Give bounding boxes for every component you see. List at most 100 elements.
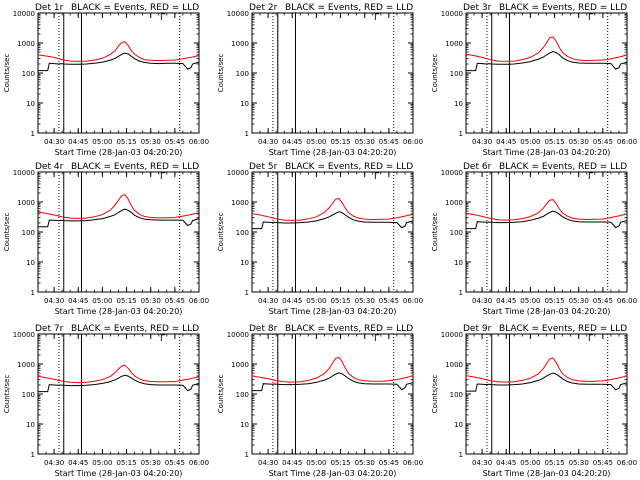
- panel-title-header: BLACK = Events, RED = LLD: [71, 162, 199, 172]
- x-tick-label: 06:00: [403, 297, 423, 305]
- x-tick-label: 05:45: [379, 297, 399, 305]
- y-tick-label: 10000: [13, 169, 35, 177]
- panel-title-label: Det 2r: [249, 3, 278, 13]
- y-axis-label: Counts/sec: [217, 375, 225, 414]
- x-tick-label: 06:00: [617, 459, 637, 467]
- series-line-lld: [465, 357, 628, 383]
- y-tick-label: 1: [245, 451, 249, 459]
- x-tick-label: 04:45: [68, 297, 88, 305]
- panel-title-label: Det 5r: [249, 162, 278, 172]
- series-line-events: [252, 211, 414, 230]
- x-tick-label: 04:30: [258, 297, 278, 305]
- y-tick-label: 10000: [441, 10, 463, 18]
- panel-title-label: Det 4r: [35, 162, 64, 172]
- x-tick-label: 05:45: [165, 459, 185, 467]
- y-tick-label: 1: [459, 130, 463, 138]
- y-tick-label: 100: [450, 70, 463, 78]
- y-axis-label: Counts/sec: [3, 213, 11, 252]
- corner-glyph: Γ: [160, 13, 165, 23]
- panel-det-8r: Det 8r BLACK = Events, RED = LLD Counts/se…: [217, 324, 423, 478]
- y-tick-label: 1: [31, 130, 35, 138]
- panel-det-4r: Det 4r BLACK = Events, RED = LLD Counts/se…: [3, 162, 209, 316]
- panel-det-5r: Det 5r BLACK = Events, RED = LLD Counts/se…: [217, 162, 423, 316]
- panel-det-9r: Det 9r BLACK = Events, RED = LLD Counts/se…: [431, 324, 637, 478]
- y-tick-label: 10000: [227, 331, 249, 339]
- x-tick-label: 04:30: [258, 459, 278, 467]
- x-tick-label: 05:30: [355, 138, 375, 146]
- y-tick-label: 10: [454, 421, 463, 429]
- y-tick-label: 1000: [231, 40, 249, 48]
- y-tick-label: 1000: [17, 361, 35, 369]
- x-axis-label: Start Time (28-Jan-03 04:20:20): [269, 148, 397, 157]
- x-tick-label: 05:30: [141, 297, 161, 305]
- corner-glyph: Γ: [374, 13, 379, 23]
- y-tick-label: 10000: [227, 10, 249, 18]
- panel-title-label: Det 6r: [463, 162, 492, 172]
- y-axis-label: Counts/sec: [217, 54, 225, 93]
- x-tick-label: 05:30: [141, 459, 161, 467]
- y-tick-label: 1: [245, 289, 249, 297]
- y-axis-label: Counts/sec: [3, 54, 11, 93]
- y-tick-label: 10: [454, 259, 463, 267]
- panel-det-1r: Det 1r BLACK = Events, RED = LLD Counts/se…: [3, 3, 209, 157]
- corner-glyph: Γ: [374, 334, 379, 344]
- x-tick-label: 04:30: [258, 138, 278, 146]
- x-tick-label: 05:15: [330, 138, 350, 146]
- x-tick-label: 05:45: [379, 138, 399, 146]
- x-tick-label: 05:30: [141, 138, 161, 146]
- x-tick-label: 05:00: [92, 138, 112, 146]
- y-tick-label: 10: [240, 100, 249, 108]
- y-tick-label: 10000: [441, 331, 463, 339]
- x-tick-label: 04:45: [68, 459, 88, 467]
- y-tick-label: 10000: [13, 331, 35, 339]
- x-tick-label: 05:00: [306, 459, 326, 467]
- y-tick-label: 1: [31, 289, 35, 297]
- series-line-events: [38, 374, 200, 393]
- panel-det-3r: Det 3r BLACK = Events, RED = LLD Counts/se…: [431, 3, 637, 157]
- x-tick-label: 05:30: [569, 297, 589, 305]
- x-tick-label: 04:30: [44, 297, 64, 305]
- y-tick-label: 1000: [17, 199, 35, 207]
- corner-glyph: Γ: [160, 172, 165, 182]
- y-axis-label: Counts/sec: [431, 213, 439, 252]
- series-line-lld: [251, 356, 414, 383]
- panel-title-label: Det 9r: [463, 324, 492, 334]
- x-tick-label: 05:15: [544, 297, 564, 305]
- x-tick-label: 04:30: [44, 138, 64, 146]
- y-tick-label: 10000: [227, 169, 249, 177]
- y-tick-label: 1: [459, 451, 463, 459]
- x-axis-label: Start Time (28-Jan-03 04:20:20): [483, 148, 611, 157]
- x-tick-label: 05:00: [92, 459, 112, 467]
- x-tick-label: 05:45: [593, 138, 613, 146]
- x-tick-label: 04:45: [68, 138, 88, 146]
- y-tick-label: 100: [450, 229, 463, 237]
- series-line-events: [466, 50, 628, 72]
- panel-title-header: BLACK = Events, RED = LLD: [71, 324, 199, 334]
- x-axis-label: Start Time (28-Jan-03 04:20:20): [483, 469, 611, 478]
- corner-glyph: Γ: [588, 334, 593, 344]
- panel-title-header: BLACK = Events, RED = LLD: [499, 3, 627, 13]
- x-tick-label: 05:15: [544, 138, 564, 146]
- x-tick-label: 05:00: [520, 297, 540, 305]
- y-tick-label: 10: [240, 259, 249, 267]
- x-tick-label: 05:30: [355, 459, 375, 467]
- y-tick-label: 10: [26, 259, 35, 267]
- panel-det-2r: Det 2r BLACK = Events, RED = LLD Counts/se…: [217, 3, 423, 157]
- y-tick-label: 100: [450, 391, 463, 399]
- corner-glyph: Γ: [160, 334, 165, 344]
- y-tick-label: 1: [245, 130, 249, 138]
- y-axis-label: Counts/sec: [3, 375, 11, 414]
- corner-glyph: Γ: [588, 172, 593, 182]
- series-line-lld: [37, 364, 200, 384]
- y-tick-label: 100: [22, 229, 35, 237]
- x-axis-label: Start Time (28-Jan-03 04:20:20): [483, 307, 611, 316]
- x-tick-label: 05:15: [116, 459, 136, 467]
- y-tick-label: 10000: [13, 10, 35, 18]
- x-tick-label: 04:30: [472, 459, 492, 467]
- series-line-events: [252, 372, 414, 392]
- y-tick-label: 1: [459, 289, 463, 297]
- panel-title-header: BLACK = Events, RED = LLD: [71, 3, 199, 13]
- series-line-events: [466, 372, 628, 392]
- y-tick-label: 10: [26, 421, 35, 429]
